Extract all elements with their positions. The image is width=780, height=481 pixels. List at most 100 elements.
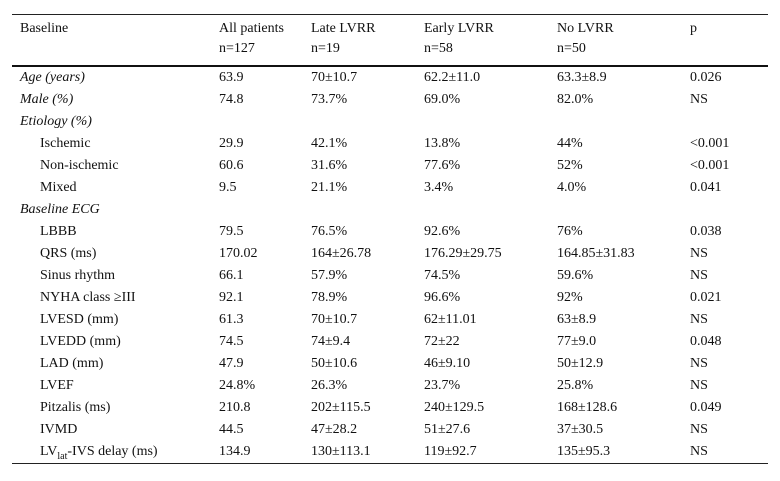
cell: 77.6%	[424, 158, 461, 173]
table-row: Mixed 9.5 21.1% 3.4% 4.0% 0.041	[12, 177, 768, 199]
cell: 29.9	[219, 136, 244, 151]
cell: 9.5	[219, 180, 237, 195]
cell: 170.02	[219, 246, 258, 261]
row-label: Pitzalis (ms)	[40, 400, 111, 415]
row-label: LAD (mm)	[40, 356, 104, 371]
table-row: LVEF 24.8% 26.3% 23.7% 25.8% NS	[12, 375, 768, 397]
cell: 202±115.5	[311, 400, 371, 415]
cell: 74.5	[219, 334, 244, 349]
header-cell: All patients n=127	[211, 14, 303, 67]
header-cell: p	[682, 14, 768, 67]
cell: 164.85±31.83	[557, 246, 635, 261]
cell: 52%	[557, 158, 583, 173]
cell: 31.6%	[311, 158, 348, 173]
row-label: NYHA class ≥III	[40, 290, 136, 305]
table-row: Non-ischemic 60.6 31.6% 77.6% 52% <0.001	[12, 155, 768, 177]
cell: NS	[690, 92, 708, 107]
table-row: Sinus rhythm 66.1 57.9% 74.5% 59.6% NS	[12, 265, 768, 287]
cell: NS	[690, 246, 708, 261]
cell: 134.9	[219, 444, 251, 459]
header-text: No LVRR	[557, 21, 614, 36]
cell: 240±129.5	[424, 400, 485, 415]
cell: 0.049	[690, 400, 722, 415]
cell: 82.0%	[557, 92, 594, 107]
header-text: Early LVRR	[424, 21, 494, 36]
cell: 69.0%	[424, 92, 461, 107]
cell: 96.6%	[424, 290, 461, 305]
cell: 66.1	[219, 268, 244, 283]
cell: 92.6%	[424, 224, 461, 239]
cell: 168±128.6	[557, 400, 618, 415]
table-row: LVESD (mm) 61.3 70±10.7 62±11.01 63±8.9 NS	[12, 309, 768, 331]
row-label: Baseline ECG	[20, 202, 100, 217]
cell: 26.3%	[311, 378, 348, 393]
cell: 176.29±29.75	[424, 246, 502, 261]
cell: NS	[690, 378, 708, 393]
row-label: IVMD	[40, 422, 78, 437]
table-row: QRS (ms) 170.02 164±26.78 176.29±29.75 164.8…	[12, 243, 768, 265]
cell: 62±11.01	[424, 312, 477, 327]
header-text: Baseline	[20, 21, 69, 36]
header-text: n=58	[424, 41, 453, 56]
cell: 73.7%	[311, 92, 348, 107]
table-row: LBBB 79.5 76.5% 92.6% 76% 0.038	[12, 221, 768, 243]
table-row: LVEDD (mm) 74.5 74±9.4 72±22 77±9.0 0.048	[12, 331, 768, 353]
cell: 63±8.9	[557, 312, 597, 327]
row-label: Age (years)	[20, 70, 85, 85]
cell: 135±95.3	[557, 444, 611, 459]
cell: NS	[690, 444, 708, 459]
cell: 57.9%	[311, 268, 348, 283]
header-text: n=50	[557, 41, 586, 56]
header-cell: Late LVRR n=19	[303, 14, 416, 67]
cell: 3.4%	[424, 180, 454, 195]
cell: 74.8	[219, 92, 244, 107]
row-label: Ischemic	[40, 136, 91, 151]
cell: 0.021	[690, 290, 722, 305]
cell: 74±9.4	[311, 334, 351, 349]
cell: 4.0%	[557, 180, 587, 195]
cell: 70±10.7	[311, 70, 358, 85]
cell: 119±92.7	[424, 444, 477, 459]
table-row: Baseline ECG	[12, 199, 768, 221]
table-row: Etiology (%)	[12, 111, 768, 133]
cell: 0.041	[690, 180, 722, 195]
cell: 46±9.10	[424, 356, 471, 371]
row-label: Male (%)	[20, 92, 74, 107]
row-label: LBBB	[40, 224, 77, 239]
cell: NS	[690, 356, 708, 371]
cell: NS	[690, 312, 708, 327]
table-row: LAD (mm) 47.9 50±10.6 46±9.10 50±12.9 NS	[12, 353, 768, 375]
cell: 42.1%	[311, 136, 348, 151]
cell: 210.8	[219, 400, 251, 415]
cell: 70±10.7	[311, 312, 358, 327]
cell: 21.1%	[311, 180, 348, 195]
table-row: Ischemic 29.9 42.1% 13.8% 44% <0.001	[12, 133, 768, 155]
table-row: IVMD 44.5 47±28.2 51±27.6 37±30.5 NS	[12, 419, 768, 441]
cell: 76.5%	[311, 224, 348, 239]
cell: 78.9%	[311, 290, 348, 305]
header-text: All patients	[219, 21, 284, 36]
row-label: Mixed	[40, 180, 77, 195]
cell: 63.9	[219, 70, 244, 85]
label-subscript: lat	[57, 450, 68, 462]
cell: 24.8%	[219, 378, 256, 393]
row-label: Non-ischemic	[40, 158, 119, 173]
table-row: Pitzalis (ms) 210.8 202±115.5 240±129.5 168±…	[12, 397, 768, 419]
cell: 37±30.5	[557, 422, 604, 437]
cell: 51±27.6	[424, 422, 471, 437]
header-cell: Early LVRR n=58	[416, 14, 549, 67]
cell: 25.8%	[557, 378, 594, 393]
cell: 13.8%	[424, 136, 461, 151]
table-row: Male (%) 74.8 73.7% 69.0% 82.0% NS	[12, 89, 768, 111]
cell: 47.9	[219, 356, 244, 371]
cell: 74.5%	[424, 268, 461, 283]
cell: 0.048	[690, 334, 722, 349]
row-label: LVEF	[40, 378, 74, 393]
table-row: NYHA class ≥III 92.1 78.9% 96.6% 92% 0.021	[12, 287, 768, 309]
cell: 92%	[557, 290, 583, 305]
cell: 72±22	[424, 334, 460, 349]
header-text: Late LVRR	[311, 21, 376, 36]
cell: 47±28.2	[311, 422, 358, 437]
cell: 92.1	[219, 290, 244, 305]
